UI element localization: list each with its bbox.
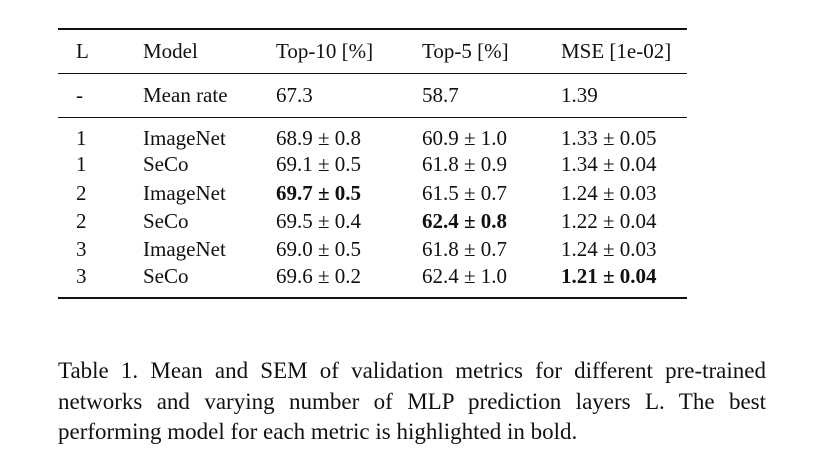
cell-mse: 1.34 ± 0.04	[561, 152, 657, 177]
cell-l: 1	[76, 152, 87, 177]
table-row: 2 ImageNet 69.7 ± 0.5 61.5 ± 0.7 1.24 ± …	[58, 179, 687, 207]
cell-l: -	[58, 73, 143, 118]
table-row: 2 SeCo 69.5 ± 0.4 62.4 ± 0.8 1.22 ± 0.04	[58, 207, 687, 235]
cell-top5: 61.8 ± 0.9	[422, 152, 508, 177]
cell-l: 3	[76, 237, 87, 262]
results-section: 1 ImageNet 68.9 ± 0.8 60.9 ± 1.0 1.33 ± …	[58, 117, 687, 298]
cell-top10: 67.3	[276, 73, 422, 118]
header-row: L Model Top-10 [%] Top-5 [%] MSE [1e-02]	[58, 29, 687, 74]
cell-model: SeCo	[143, 208, 189, 233]
cell-top5: 58.7	[422, 73, 561, 118]
cell-model: ImageNet	[143, 180, 226, 205]
cell-top10: 69.6 ± 0.2	[276, 264, 362, 289]
cell-mse: 1.33 ± 0.05	[561, 125, 657, 150]
cell-mse: 1.24 ± 0.03	[561, 180, 657, 205]
table-row: 1 ImageNet 68.9 ± 0.8 60.9 ± 1.0 1.33 ± …	[58, 117, 687, 151]
cell-l: 3	[76, 264, 87, 289]
cell-model: SeCo	[143, 264, 189, 289]
table-row: 3 ImageNet 69.0 ± 0.5 61.8 ± 0.7 1.24 ± …	[58, 236, 687, 264]
table-container: L Model Top-10 [%] Top-5 [%] MSE [1e-02]…	[58, 28, 687, 300]
cell-mse: 1.22 ± 0.04	[561, 208, 657, 233]
header-top10: Top-10 [%]	[276, 29, 422, 74]
cell-top5: 60.9 ± 1.0	[422, 125, 508, 150]
cell-mse: 1.39	[561, 73, 687, 118]
cell-top10: 69.5 ± 0.4	[276, 208, 362, 233]
baseline-section: - Mean rate 67.3 58.7 1.39	[58, 73, 687, 118]
cell-model: Mean rate	[143, 73, 276, 118]
table-caption: Table 1. Mean and SEM of validation metr…	[58, 358, 766, 444]
header-l: L	[58, 29, 143, 74]
header-mse: MSE [1e-02]	[561, 29, 687, 74]
cell-model: ImageNet	[143, 237, 226, 262]
cell-top10: 68.9 ± 0.8	[276, 125, 362, 150]
cell-model: ImageNet	[143, 125, 226, 150]
cell-top5: 62.4 ± 1.0	[422, 264, 508, 289]
results-table: L Model Top-10 [%] Top-5 [%] MSE [1e-02]…	[58, 28, 687, 300]
header-top5: Top-5 [%]	[422, 29, 561, 74]
cell-top5: 61.5 ± 0.7	[422, 180, 508, 205]
cell-top10: 69.0 ± 0.5	[276, 237, 362, 262]
table-row: 3 SeCo 69.6 ± 0.2 62.4 ± 1.0 1.21 ± 0.04	[58, 264, 687, 298]
cell-mse: 1.24 ± 0.03	[561, 237, 657, 262]
cell-mse-best: 1.21 ± 0.04	[561, 264, 657, 289]
cell-top5-best: 62.4 ± 0.8	[422, 208, 508, 233]
table-row: 1 SeCo 69.1 ± 0.5 61.8 ± 0.9 1.34 ± 0.04	[58, 151, 687, 179]
cell-l: 2	[76, 208, 87, 233]
baseline-row: - Mean rate 67.3 58.7 1.39	[58, 73, 687, 118]
cell-top10-best: 69.7 ± 0.5	[276, 180, 362, 205]
cell-top10: 69.1 ± 0.5	[276, 152, 362, 177]
cell-top5: 61.8 ± 0.7	[422, 237, 508, 262]
cell-model: SeCo	[143, 152, 189, 177]
cell-l: 1	[76, 125, 87, 150]
table-header: L Model Top-10 [%] Top-5 [%] MSE [1e-02]	[58, 29, 687, 74]
cell-l: 2	[76, 180, 87, 205]
header-model: Model	[143, 29, 276, 74]
